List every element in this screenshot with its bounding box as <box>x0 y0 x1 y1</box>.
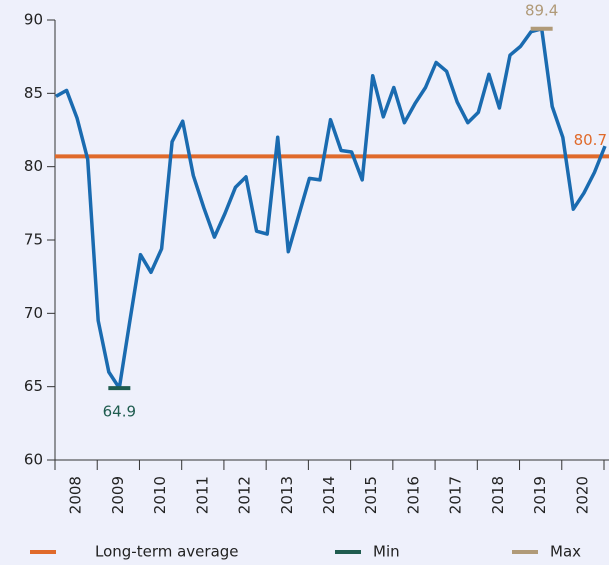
average-label: 80.7 <box>574 131 607 149</box>
series-line <box>55 27 607 390</box>
y-tick-label: 85 <box>24 84 43 102</box>
y-tick-label: 75 <box>24 231 43 249</box>
x-tick-label: 2008 <box>67 476 85 514</box>
x-tick-label: 2010 <box>151 476 169 514</box>
x-tick-label: 2011 <box>193 476 211 514</box>
y-tick-label: 65 <box>24 377 43 395</box>
x-tick-label: 2018 <box>489 476 507 514</box>
x-tick-label: 2009 <box>109 476 127 514</box>
min-label: 64.9 <box>103 403 136 421</box>
legend-label: Max <box>550 543 581 561</box>
max-label: 89.4 <box>525 1 558 19</box>
x-tick-label: 2013 <box>278 476 296 514</box>
y-tick-label: 60 <box>24 451 43 469</box>
x-tick-label: 2017 <box>447 476 465 514</box>
x-tick-label: 2020 <box>573 476 591 514</box>
x-tick-label: 2015 <box>362 476 380 514</box>
legend-label: Min <box>373 543 400 561</box>
y-tick-label: 90 <box>24 11 43 29</box>
y-tick-label: 70 <box>24 304 43 322</box>
x-tick-label: 2012 <box>236 476 254 514</box>
legend-label: Long-term average <box>95 543 239 561</box>
x-tick-label: 2014 <box>320 476 338 514</box>
x-tick-label: 2016 <box>404 476 422 514</box>
x-tick-label: 2019 <box>531 476 549 514</box>
y-tick-label: 80 <box>24 157 43 175</box>
